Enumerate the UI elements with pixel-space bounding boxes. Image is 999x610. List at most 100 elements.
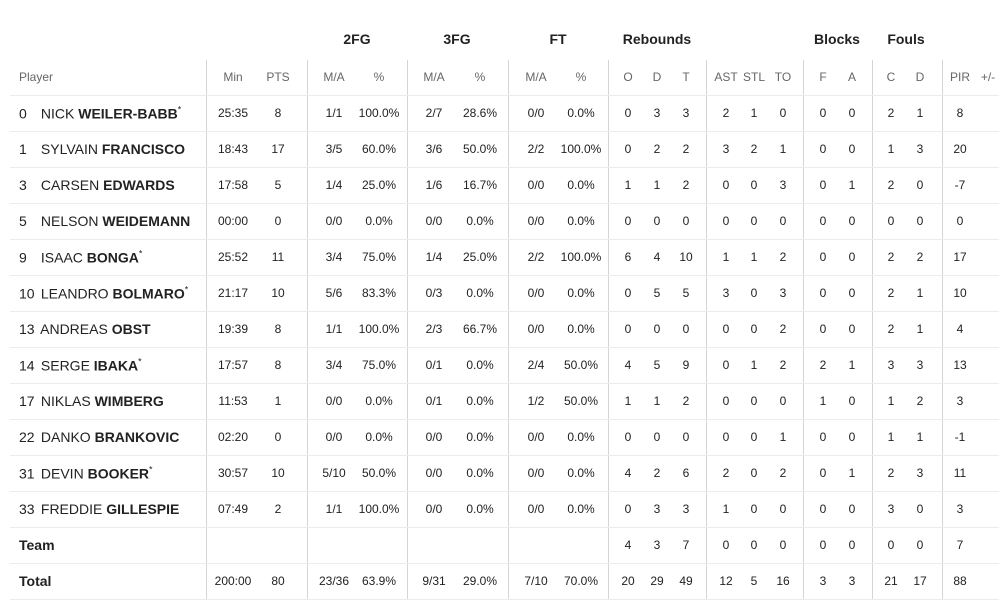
- stat-cell: 10: [953, 286, 967, 300]
- stat-cell: 2: [682, 394, 690, 408]
- stat-cell: 4: [956, 322, 964, 336]
- stat-cell: 0: [750, 178, 758, 192]
- stat-cell: 3: [653, 538, 661, 552]
- stat-cell: 0: [722, 394, 730, 408]
- stat-cell: -1: [954, 430, 966, 444]
- stat-cell: 21: [884, 574, 898, 588]
- stat-cell: 3: [956, 394, 964, 408]
- stat-cell: 2: [887, 106, 895, 120]
- stat-cell: 0/0: [425, 502, 443, 516]
- stat-cell: 100.0%: [358, 106, 400, 120]
- first-name: ANDREAS: [40, 321, 108, 337]
- stat-cell: 0: [819, 178, 827, 192]
- group-header: Blocks: [814, 31, 860, 47]
- player-cell: 17 NIKLAS WIMBERG: [19, 393, 164, 409]
- column-header: TO: [774, 70, 792, 84]
- column-header: A: [847, 70, 857, 84]
- stat-cell: 29: [650, 574, 664, 588]
- column-separator: [608, 60, 609, 600]
- stat-cell: 0/0: [527, 106, 545, 120]
- first-name: NICK: [40, 105, 75, 122]
- header-rule: [10, 95, 999, 96]
- first-name: SERGE: [40, 357, 90, 374]
- stat-cell: 5: [653, 286, 661, 300]
- stat-cell: 3: [779, 178, 787, 192]
- stat-cell: 66.7%: [462, 322, 498, 336]
- starter-mark: *: [138, 356, 142, 367]
- stat-cell: 60.0%: [361, 142, 397, 156]
- stat-cell: 0.0%: [466, 286, 494, 300]
- stat-cell: 0: [750, 430, 758, 444]
- stat-cell: 0: [682, 430, 690, 444]
- stat-cell: 0: [819, 286, 827, 300]
- stat-cell: 2/4: [527, 358, 545, 372]
- stat-cell: 3: [848, 574, 856, 588]
- stat-cell: 20: [621, 574, 635, 588]
- stat-cell: 88: [953, 574, 967, 588]
- player-cell: 33 FREDDIE GILLESPIE: [19, 501, 179, 517]
- stat-cell: 12: [719, 574, 733, 588]
- stat-cell: 0: [274, 214, 282, 228]
- stat-cell: 0/0: [527, 502, 545, 516]
- stat-cell: 0: [819, 430, 827, 444]
- group-header: Fouls: [887, 31, 925, 47]
- stat-cell: 0: [653, 430, 661, 444]
- stat-cell: 18:43: [217, 142, 249, 156]
- stat-cell: 1/4: [325, 178, 343, 192]
- player-cell: 9 ISAAC BONGA*: [19, 249, 142, 266]
- stat-cell: 3/4: [325, 358, 343, 372]
- player-number: 17: [19, 393, 35, 409]
- stat-cell: 2: [887, 286, 895, 300]
- stat-cell: 1: [848, 466, 856, 480]
- column-header: PIR: [949, 70, 971, 84]
- stat-cell: 0: [682, 322, 690, 336]
- stat-cell: 0: [848, 214, 856, 228]
- stat-cell: 70.0%: [563, 574, 599, 588]
- stat-cell: 3: [682, 502, 690, 516]
- first-name: NIKLAS: [40, 393, 91, 409]
- stat-cell: 8: [274, 322, 282, 336]
- stat-cell: 2: [722, 466, 730, 480]
- stat-cell: 2: [779, 322, 787, 336]
- stat-cell: 0: [819, 214, 827, 228]
- stat-cell: 0: [916, 538, 924, 552]
- stat-cell: 2: [750, 142, 758, 156]
- stat-cell: 0: [722, 178, 730, 192]
- stat-cell: 75.0%: [361, 358, 397, 372]
- player-cell: 5 NELSON WEIDEMANN: [19, 213, 190, 229]
- stat-cell: 5: [274, 178, 282, 192]
- stat-cell: 0/0: [425, 214, 443, 228]
- column-header: Min: [223, 70, 243, 84]
- group-header: Rebounds: [622, 31, 692, 47]
- stat-cell: 3: [779, 286, 787, 300]
- stat-cell: 0: [887, 214, 895, 228]
- stat-cell: 25.0%: [462, 250, 498, 264]
- stat-cell: 100.0%: [358, 322, 400, 336]
- first-name: NELSON: [40, 213, 99, 229]
- first-name: SYLVAIN: [40, 141, 98, 157]
- stat-cell: 50.0%: [462, 142, 498, 156]
- player-number: 5: [19, 213, 27, 229]
- stat-cell: 3: [887, 502, 895, 516]
- stat-cell: 0: [819, 142, 827, 156]
- stat-cell: 0: [653, 214, 661, 228]
- stat-cell: 0: [848, 502, 856, 516]
- stat-cell: 0.0%: [466, 466, 494, 480]
- stat-cell: 2: [887, 466, 895, 480]
- row-rule: [10, 383, 999, 384]
- player-number: 9: [19, 249, 27, 266]
- first-name: FREDDIE: [40, 501, 103, 517]
- stat-cell: 2: [779, 466, 787, 480]
- column-separator: [803, 60, 804, 600]
- stat-cell: 1/1: [325, 322, 343, 336]
- stat-cell: 0/0: [527, 286, 545, 300]
- stat-cell: 0: [848, 538, 856, 552]
- stat-cell: 0: [682, 214, 690, 228]
- first-name: CARSEN: [40, 177, 100, 193]
- last-name: BOOKER: [87, 465, 150, 482]
- stat-cell: 0: [624, 286, 632, 300]
- stat-cell: 0.0%: [365, 394, 393, 408]
- stat-cell: 3/4: [325, 250, 343, 264]
- stat-cell: 8: [274, 358, 282, 372]
- player-cell: 10 LEANDRO BOLMARO*: [19, 285, 188, 302]
